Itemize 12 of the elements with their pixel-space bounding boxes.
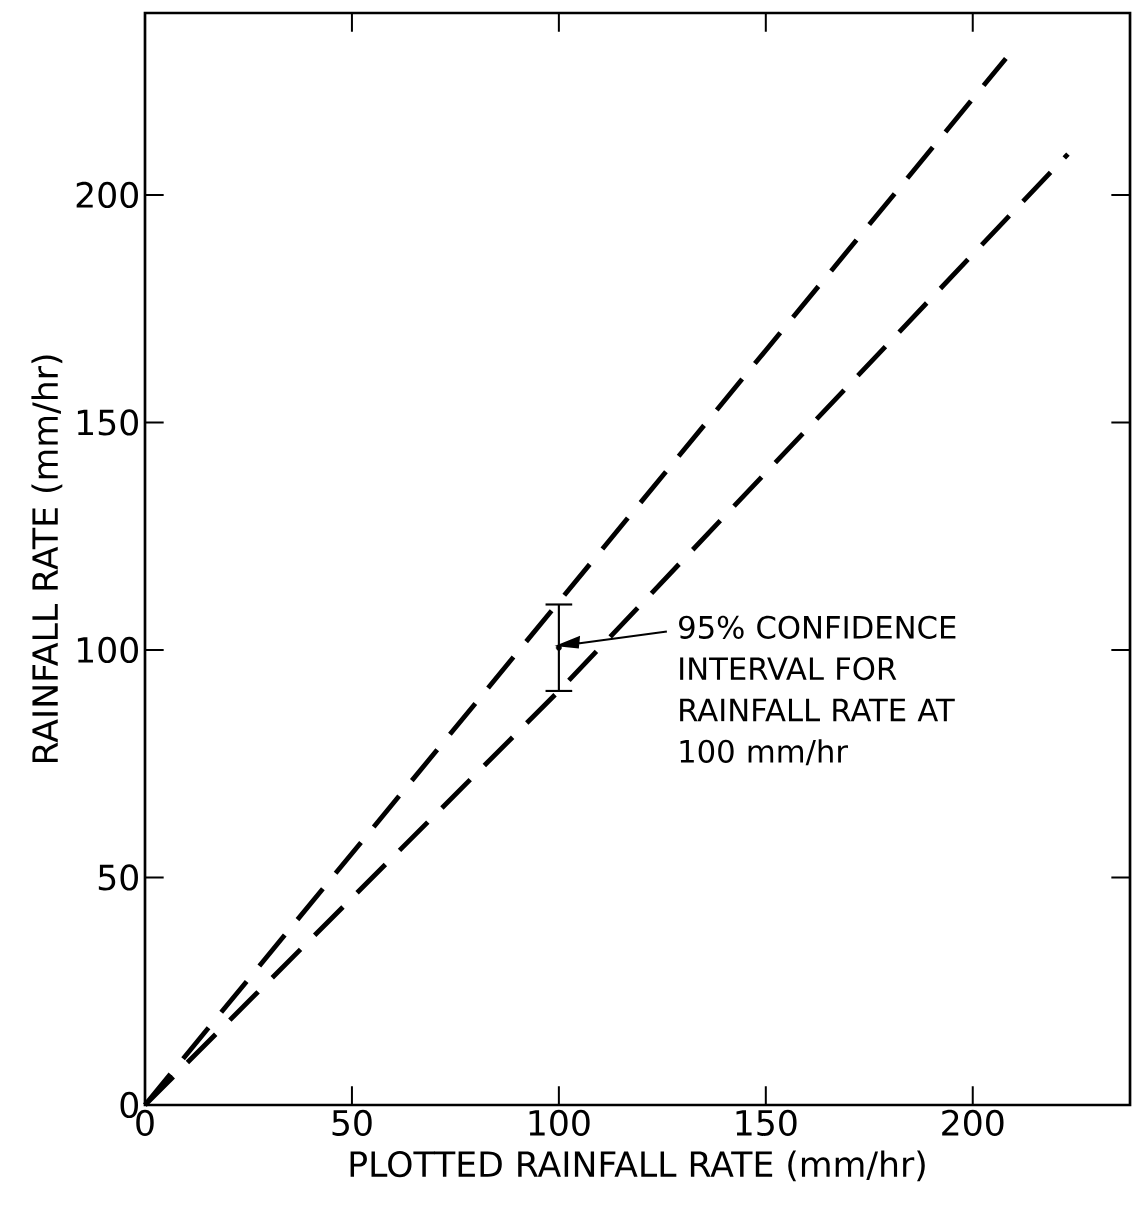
annotation: 95% CONFIDENCE INTERVAL FOR RAINFALL RATE AT 100 mm/hr: [679, 615, 956, 766]
x-axis-title: PLOTTED RAINFALL RATE (mm/hr): [350, 1150, 925, 1182]
y-tick-label: 0: [120, 1091, 138, 1119]
y-tick-label: 100: [77, 636, 138, 664]
y-axis-title: RAINFALL RATE (mm/hr): [31, 355, 63, 763]
y-tick-label: 150: [77, 409, 138, 436]
x-tick-label: 100: [529, 1109, 590, 1136]
x-tick-label: 150: [736, 1109, 797, 1136]
x-tick-label: 200: [942, 1109, 1004, 1136]
y-tick-label: 200: [76, 181, 138, 209]
x-tick-label: 50: [332, 1109, 372, 1136]
y-tick-label: 50: [98, 864, 138, 891]
